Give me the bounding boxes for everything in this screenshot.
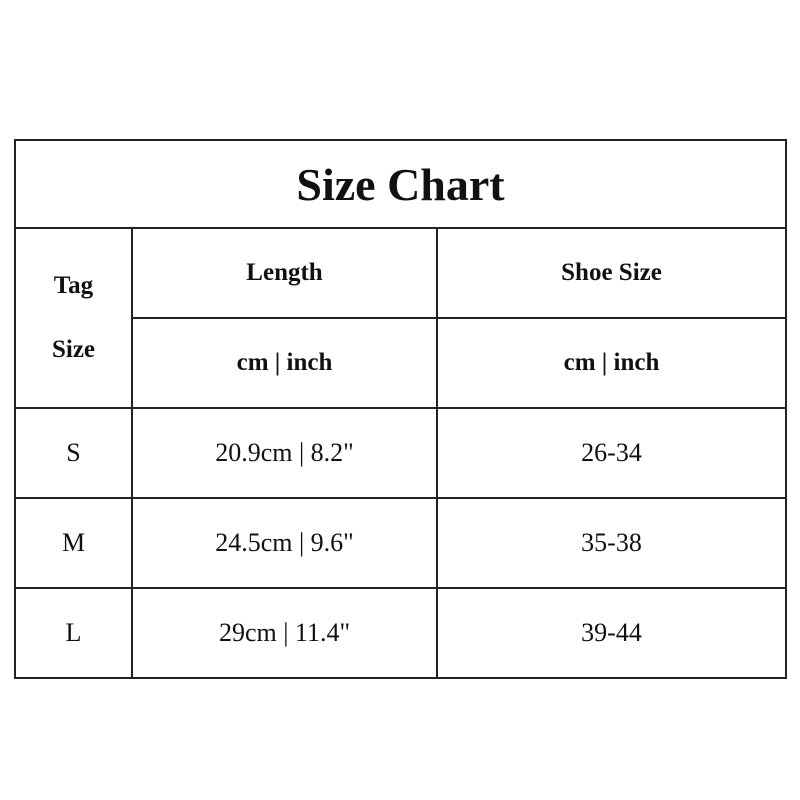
cell-length: 24.5cm | 9.6" <box>131 497 438 589</box>
header-tag-size: Tag Size <box>14 227 133 409</box>
header-tag-size-line2: Size <box>51 336 96 363</box>
cell-size: S <box>14 407 133 499</box>
size-chart-table: Size Chart Tag Size Length Shoe Size cm … <box>13 139 788 679</box>
header-shoe-size: Shoe Size <box>435 227 788 319</box>
chart-title: Size Chart <box>13 139 788 229</box>
header-shoe-units: cm | inch <box>435 317 788 409</box>
cell-length: 29cm | 11.4" <box>131 587 438 679</box>
header-length: Length <box>131 227 438 319</box>
cell-length: 20.9cm | 8.2" <box>131 407 438 499</box>
header-tag-size-line1: Tag <box>53 272 94 299</box>
cell-size: M <box>14 497 133 589</box>
cell-size: L <box>14 587 133 679</box>
header-length-units: cm | inch <box>131 317 438 409</box>
cell-shoe: 39-44 <box>435 587 788 679</box>
cell-shoe: 35-38 <box>435 497 788 589</box>
table-row: L 29cm | 11.4" 39-44 <box>14 587 788 679</box>
table-row: S 20.9cm | 8.2" 26-34 <box>14 407 788 499</box>
table-row: M 24.5cm | 9.6" 35-38 <box>14 497 788 589</box>
cell-shoe: 26-34 <box>435 407 788 499</box>
